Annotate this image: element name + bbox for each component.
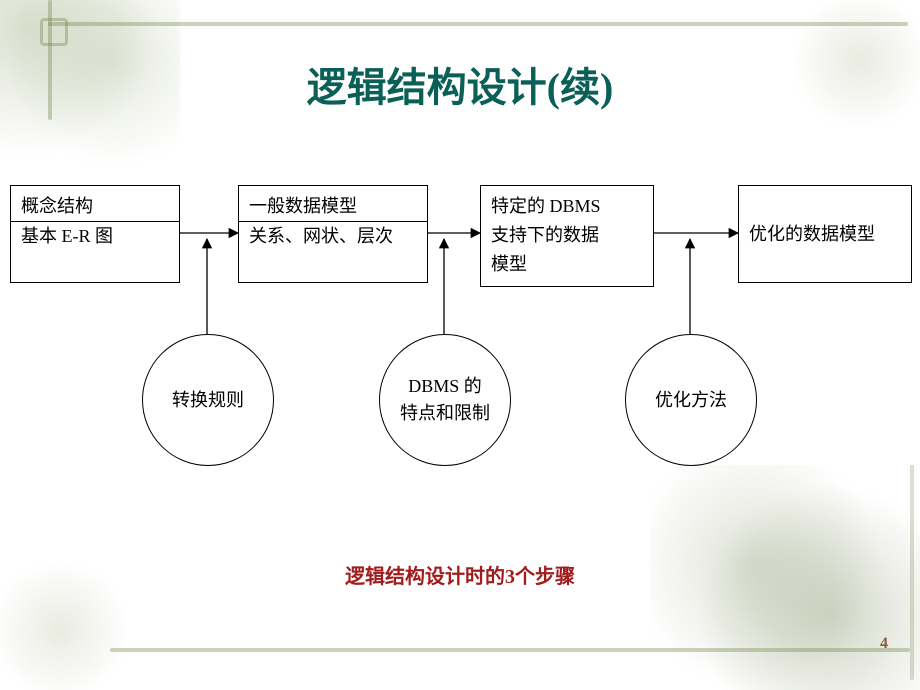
flow-diagram: 概念结构 基本 E-R 图 一般数据模型 关系、网状、层次 特定的 DBMS 支… <box>10 185 910 485</box>
flow-box-generic-model: 一般数据模型 关系、网状、层次 <box>238 185 428 283</box>
flow-box-generic-line1: 一般数据模型 <box>249 192 417 221</box>
page-title: 逻辑结构设计(续) <box>0 55 920 113</box>
flow-circle-optimize-method: 优化方法 <box>625 334 757 466</box>
decor-vine-top <box>48 22 908 26</box>
page-number: 4 <box>880 635 888 653</box>
flow-circle-transform-label: 转换规则 <box>172 387 244 414</box>
flow-circle-dbms-features: DBMS 的 特点和限制 <box>379 334 511 466</box>
diagram-caption: 逻辑结构设计时的3个步骤 <box>0 560 920 589</box>
flow-box-generic-line2: 关系、网状、层次 <box>249 222 417 251</box>
flow-box-dbms-model: 特定的 DBMS 支持下的数据 模型 <box>480 185 654 287</box>
flow-circle-dbms-label: DBMS 的 特点和限制 <box>400 373 490 427</box>
flow-box-dbms-line2: 支持下的数据 <box>491 221 643 250</box>
slide: 逻辑结构设计(续) 概念结构 基本 E-R 图 一般数据模型 关系、 <box>0 0 920 690</box>
flow-box-concept-line1: 概念结构 <box>21 192 169 221</box>
decor-vine-bottom <box>110 648 910 652</box>
flow-circle-dbms-line1: DBMS 的 <box>408 376 482 396</box>
flow-circle-transform-rules: 转换规则 <box>142 334 274 466</box>
flow-box-dbms-line1: 特定的 DBMS <box>491 192 643 221</box>
decor-vine-knot <box>40 18 68 46</box>
flow-box-dbms-line3: 模型 <box>491 250 643 279</box>
flow-box-concept-line2: 基本 E-R 图 <box>21 222 169 251</box>
flow-circle-optimize-label: 优化方法 <box>655 387 727 414</box>
flow-box-optimized-line1: 优化的数据模型 <box>749 220 875 249</box>
flow-circle-dbms-line2: 特点和限制 <box>400 403 490 423</box>
flow-box-optimized: 优化的数据模型 <box>738 185 912 283</box>
flow-box-concept: 概念结构 基本 E-R 图 <box>10 185 180 283</box>
